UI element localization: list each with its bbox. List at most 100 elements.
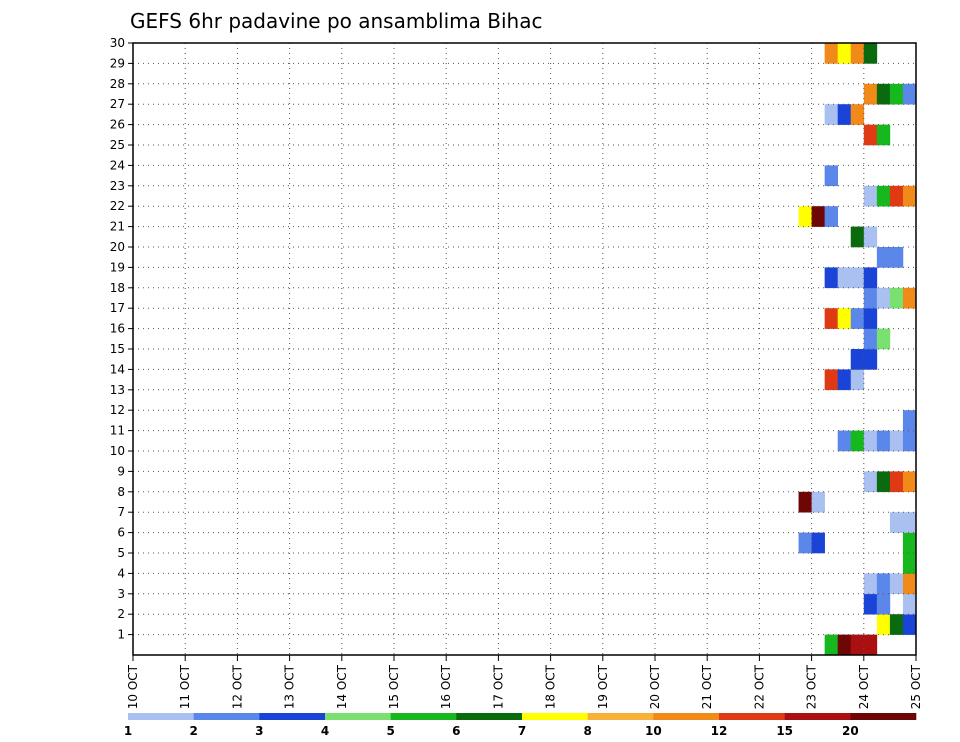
precip-cell xyxy=(824,634,838,656)
precip-cell xyxy=(863,185,878,207)
colorbar-swatch xyxy=(850,713,917,720)
x-tick-label: 20 OCT xyxy=(648,664,662,709)
precip-cell xyxy=(850,430,865,452)
precip-cell xyxy=(889,83,904,105)
precip-cell xyxy=(889,512,904,533)
colorbar-label: 15 xyxy=(776,724,793,738)
precip-cell xyxy=(811,532,825,554)
precip-cell xyxy=(837,634,852,656)
precip-cell xyxy=(902,287,917,309)
colorbar: 1 2 3 4 5 6 7 8 10 12 15 20 xyxy=(124,713,917,738)
precip-cell xyxy=(798,491,812,513)
colorbar-label: 1 xyxy=(124,724,132,738)
x-tick-label: 14 OCT xyxy=(335,664,349,709)
grid-lines xyxy=(133,42,916,655)
precip-cell xyxy=(798,206,812,227)
colorbar-swatch xyxy=(456,713,523,720)
precip-cell xyxy=(889,573,904,595)
precip-cell xyxy=(824,267,838,289)
precip-cell xyxy=(889,430,904,452)
x-tick-label: 24 OCT xyxy=(857,664,871,709)
y-axis-ticks: 1234567891011121314151617181920212223242… xyxy=(110,36,133,642)
precip-cell xyxy=(902,532,917,554)
y-tick-label: 19 xyxy=(110,260,125,274)
colorbar-swatch xyxy=(719,713,785,720)
precip-cell xyxy=(863,349,878,370)
precip-cell xyxy=(850,634,865,656)
y-tick-label: 11 xyxy=(110,424,125,438)
x-tick-label: 13 OCT xyxy=(283,664,297,709)
precip-cell xyxy=(863,430,878,452)
precip-cell xyxy=(863,328,878,350)
precip-cell xyxy=(902,593,917,615)
y-tick-label: 7 xyxy=(117,505,125,519)
precip-cell xyxy=(837,267,852,289)
y-tick-label: 2 xyxy=(117,607,125,621)
chart-title: GEFS 6hr padavine po ansamblima Bihac xyxy=(130,9,542,33)
precip-cell xyxy=(876,247,891,268)
colorbar-swatch xyxy=(587,713,654,720)
y-tick-label: 14 xyxy=(110,362,125,376)
x-tick-label: 22 OCT xyxy=(752,664,766,709)
colorbar-label: 4 xyxy=(321,724,329,738)
precip-cell xyxy=(837,369,852,391)
y-tick-label: 16 xyxy=(110,322,125,336)
colorbar-label: 8 xyxy=(583,724,591,738)
precip-cell xyxy=(876,328,891,350)
precip-cell xyxy=(863,471,878,493)
precip-cell xyxy=(811,206,825,227)
y-tick-label: 17 xyxy=(110,301,125,315)
precip-cell xyxy=(902,573,917,595)
colorbar-label: 7 xyxy=(518,724,526,738)
y-tick-label: 3 xyxy=(117,587,125,601)
y-tick-label: 13 xyxy=(110,383,125,397)
colorbar-label: 10 xyxy=(645,724,662,738)
precip-cell xyxy=(902,185,917,207)
precip-cell xyxy=(876,573,891,595)
precip-cell xyxy=(902,614,917,635)
precip-cell xyxy=(889,287,904,309)
x-tick-label: 21 OCT xyxy=(700,664,714,709)
x-tick-label: 11 OCT xyxy=(178,664,192,709)
x-axis-ticks: 10 OCT 11 OCT 12 OCT 13 OCT 14 OCT 15 OCT 16 O… xyxy=(126,655,923,709)
precip-cell xyxy=(889,614,904,635)
y-tick-label: 25 xyxy=(110,138,125,152)
precip-cell xyxy=(876,83,891,105)
y-tick-label: 20 xyxy=(110,240,125,254)
colorbar-label: 20 xyxy=(842,724,859,738)
y-tick-label: 28 xyxy=(110,77,125,91)
y-tick-label: 9 xyxy=(117,464,125,478)
precip-cell xyxy=(902,512,917,533)
precip-cell xyxy=(863,593,878,615)
precip-cell xyxy=(902,83,917,105)
precip-cell xyxy=(889,247,904,268)
colorbar-label: 5 xyxy=(386,724,394,738)
x-tick-label: 23 OCT xyxy=(805,664,819,709)
precip-cell xyxy=(863,573,878,595)
precip-cell xyxy=(863,226,878,248)
precip-cell xyxy=(863,124,878,146)
x-tick-label: 18 OCT xyxy=(544,664,558,709)
precip-cell xyxy=(837,430,852,452)
precip-cell xyxy=(889,471,904,493)
precip-cell xyxy=(902,553,917,574)
precip-cell xyxy=(876,430,891,452)
precip-cell xyxy=(850,43,865,64)
y-tick-label: 21 xyxy=(110,220,125,234)
precip-cell xyxy=(824,43,838,64)
precip-cell xyxy=(876,287,891,309)
precip-cell xyxy=(876,471,891,493)
precip-cell xyxy=(863,634,878,656)
precip-cell xyxy=(902,471,917,493)
precip-cell xyxy=(811,491,825,513)
colorbar-label: 12 xyxy=(711,724,728,738)
precip-cell xyxy=(876,593,891,615)
precip-cell xyxy=(876,614,891,635)
precipitation-cells xyxy=(798,43,917,656)
x-tick-label: 19 OCT xyxy=(596,664,610,709)
precip-cell xyxy=(837,308,852,329)
precip-cell xyxy=(850,308,865,329)
precip-cell xyxy=(824,104,838,125)
x-tick-label: 16 OCT xyxy=(439,664,453,709)
